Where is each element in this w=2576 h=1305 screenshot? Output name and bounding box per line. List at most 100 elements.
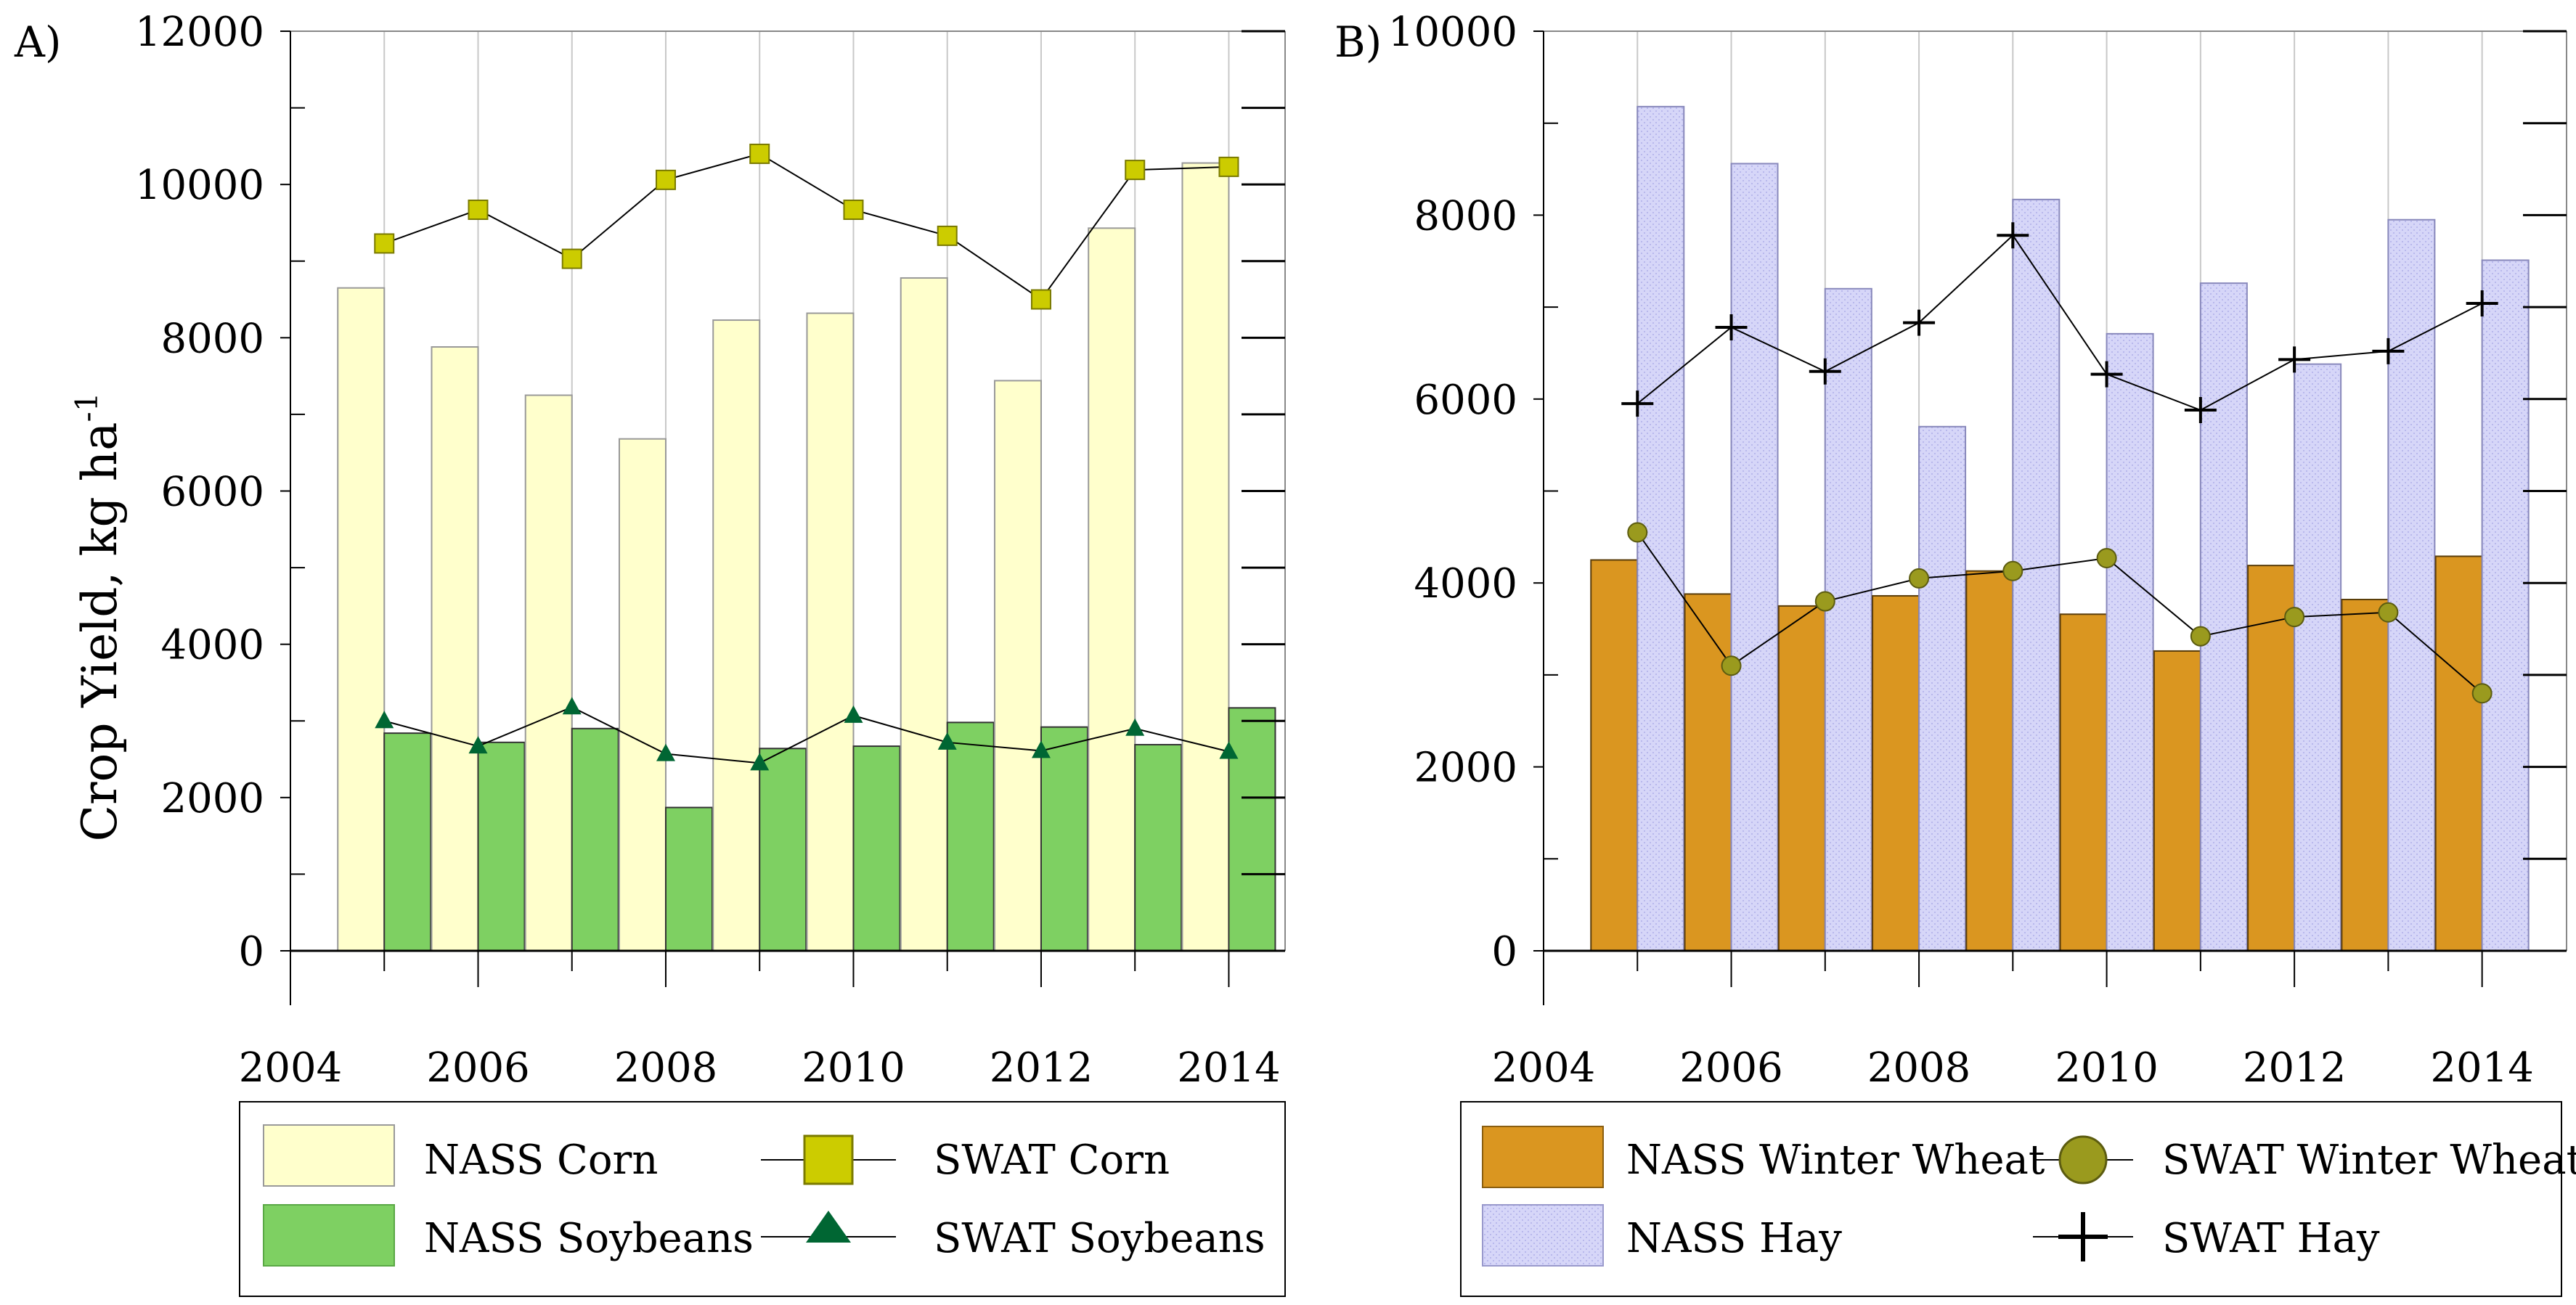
bar-nass-corn-2006 [431, 346, 479, 952]
panel-b-x-tick-label: 2010 [2055, 1044, 2159, 1092]
panel-a-x-tick-label: 2014 [1177, 1044, 1281, 1092]
panel-a-y-axis-label: Crop Yield, kg ha-1 [69, 393, 128, 842]
panel-b-x-tick-label: 2004 [1492, 1044, 1596, 1092]
legend-label-nass-hay: NASS Hay [1626, 1215, 1842, 1262]
point-swat-corn-2008 [655, 169, 676, 190]
line-swat-corn [383, 152, 1229, 300]
line-swat-soybeans [383, 706, 1229, 764]
panel-a-y-tick-label: 8000 [160, 315, 264, 362]
point-swat-soybeans-2009 [750, 753, 770, 771]
point-swat-winter-wheat-2013 [2378, 602, 2399, 623]
bar-nass-winter-wheat-2008 [1872, 594, 1920, 952]
panel-b-y-tick-label: 2000 [1414, 745, 1517, 792]
point-swat-soybeans-2014 [1219, 741, 1239, 759]
panel-b-y-tick-label: 10000 [1388, 9, 1517, 56]
point-swat-winter-wheat-2005 [1627, 522, 1648, 543]
panel-b-x-tick-label: 2008 [1867, 1044, 1971, 1092]
point-swat-winter-wheat-2007 [1814, 591, 1835, 612]
point-swat-hay-2010 [2090, 361, 2123, 388]
bar-nass-soybeans-2012 [1040, 726, 1088, 952]
panel-b-y-tick-label: 4000 [1414, 560, 1517, 608]
bar-nass-soybeans-2008 [664, 806, 713, 952]
line-swat-winter-wheat [1637, 531, 2483, 694]
point-swat-corn-2014 [1218, 156, 1239, 177]
point-swat-corn-2010 [843, 200, 864, 221]
point-swat-winter-wheat-2008 [1909, 568, 1930, 589]
point-swat-hay-2013 [2372, 338, 2405, 364]
point-swat-corn-2012 [1030, 289, 1051, 310]
point-swat-soybeans-2005 [375, 711, 394, 729]
legend-label-nass-winter-wheat: NASS Winter Wheat [1626, 1137, 2045, 1184]
bar-nass-hay-2012 [2294, 363, 2342, 952]
panel-b-y-tick-label: 6000 [1414, 377, 1517, 424]
panel-b-legend-box [1460, 1101, 2562, 1297]
panel-b-x-tick-label: 2006 [1679, 1044, 1783, 1092]
bar-nass-winter-wheat-2009 [1965, 570, 2014, 952]
bar-nass-winter-wheat-2007 [1777, 605, 1826, 952]
panel-a-x-tick-label: 2004 [239, 1044, 343, 1092]
bar-nass-winter-wheat-2013 [2341, 599, 2389, 952]
point-swat-soybeans-2013 [1125, 718, 1145, 736]
point-swat-corn-2007 [561, 248, 582, 269]
point-swat-hay-2009 [1997, 222, 2029, 249]
bar-nass-winter-wheat-2010 [2059, 613, 2108, 952]
bar-nass-soybeans-2014 [1228, 707, 1276, 952]
point-swat-soybeans-2010 [844, 705, 863, 723]
bar-nass-corn-2009 [712, 319, 761, 952]
point-swat-hay-2011 [2184, 397, 2217, 424]
panel-a-y-tick-label: 2000 [160, 775, 264, 822]
panel-b-x-tick-label: 2012 [2243, 1044, 2347, 1092]
bar-nass-soybeans-2013 [1134, 743, 1183, 952]
panel-b-x-ticks: 2004 2006 2008 2010 2012 2014 [1492, 951, 2534, 1092]
point-swat-soybeans-2008 [656, 743, 675, 761]
panel-a-y-tick-label: 6000 [160, 469, 264, 516]
bar-nass-soybeans-2005 [383, 732, 432, 952]
panel-a-legend: NASS Corn NASS Soybeans SWAT Corn SWAT S… [239, 1101, 1286, 1297]
point-swat-soybeans-2012 [1031, 740, 1051, 758]
panel-b-y-tick-label: 8000 [1414, 192, 1517, 240]
bar-nass-soybeans-2009 [759, 748, 807, 952]
panel-b-y-tick-label: 0 [1491, 928, 1517, 975]
bar-nass-soybeans-2007 [571, 727, 619, 952]
point-swat-winter-wheat-2011 [2190, 626, 2211, 647]
bar-nass-soybeans-2006 [477, 741, 526, 952]
bar-nass-winter-wheat-2012 [2247, 565, 2296, 952]
panel-a-x-tick-label: 2006 [426, 1044, 530, 1092]
legend-swatch-nass-hay [1482, 1204, 1604, 1267]
point-swat-hay-2014 [2466, 290, 2498, 317]
legend-label-swat-hay: SWAT Hay [2162, 1215, 2380, 1262]
panel-a-y-tick-label: 0 [238, 928, 264, 975]
legend-label-nass-soybeans: NASS Soybeans [424, 1215, 754, 1262]
point-swat-soybeans-2011 [937, 732, 957, 750]
bar-nass-corn-2010 [806, 312, 855, 952]
bar-nass-corn-2011 [900, 277, 948, 952]
panel-a: A) Crop Yield, kg ha-1 0 2000 4000 6000 8000… [14, 9, 1286, 1297]
point-swat-hay-2005 [1621, 390, 1654, 417]
point-swat-winter-wheat-2010 [2096, 547, 2117, 568]
bar-nass-hay-2013 [2387, 218, 2436, 952]
panel-a-x-tick-label: 2010 [802, 1044, 905, 1092]
point-swat-corn-2011 [937, 225, 958, 246]
panel-b-legend: NASS Winter Wheat NASS Hay SWAT Winter W… [1460, 1101, 2576, 1297]
bar-nass-hay-2011 [2199, 282, 2248, 952]
bar-nass-corn-2007 [524, 394, 573, 952]
bar-nass-corn-2008 [618, 438, 667, 952]
panel-b-label: B) [1334, 17, 1382, 67]
legend-marker-swat-winter-wheat [2058, 1135, 2108, 1185]
legend-swatch-nass-soybeans [263, 1204, 395, 1267]
point-swat-winter-wheat-2009 [2002, 560, 2023, 581]
legend-label-swat-winter-wheat: SWAT Winter Wheat [2162, 1137, 2576, 1184]
line-swat-hay [1637, 234, 2483, 412]
legend-marker-swat-hay [2058, 1212, 2108, 1261]
point-swat-hay-2012 [2278, 346, 2311, 373]
bar-nass-soybeans-2011 [946, 721, 995, 952]
panel-a-y-ticks: 0 2000 4000 6000 8000 10000 12000 [135, 9, 1285, 975]
panel-a-bars [337, 162, 1276, 952]
panel-a-x-tick-label: 2008 [614, 1044, 718, 1092]
legend-marker-swat-soybeans [806, 1211, 851, 1243]
point-swat-soybeans-2007 [562, 697, 582, 715]
panel-b-lines [1621, 222, 2498, 704]
panel-b-x-tick-label: 2014 [2430, 1044, 2534, 1092]
